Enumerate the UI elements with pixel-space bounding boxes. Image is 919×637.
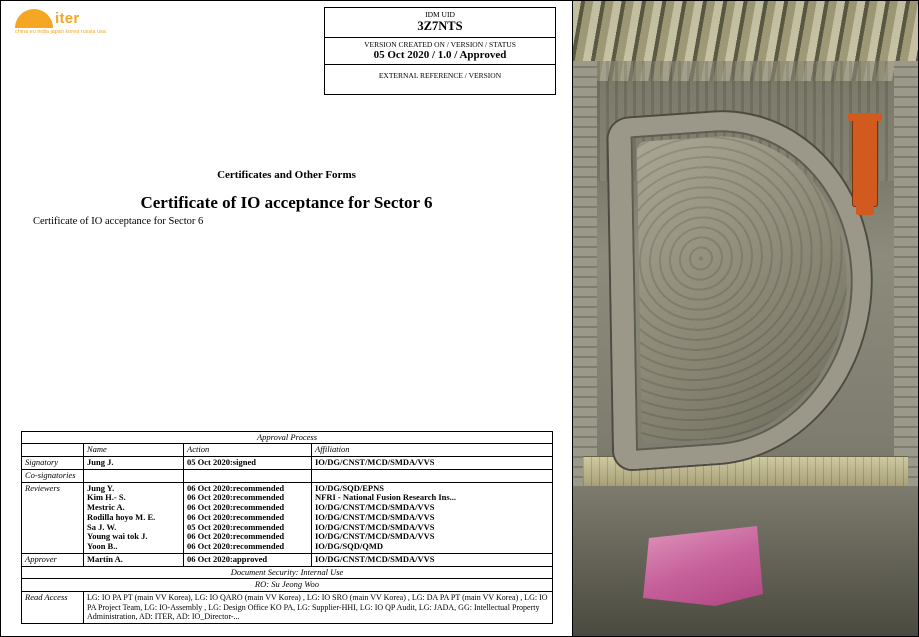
sun-icon bbox=[15, 9, 53, 28]
idm-uid-value: 3Z7NTS bbox=[325, 19, 555, 37]
doc-security: Document Security: Internal Use bbox=[22, 566, 553, 579]
reviewers-names: Jung Y. Kim H.- S. Mestric A. Rodilla ho… bbox=[84, 482, 184, 553]
approver-affil: IO/DG/CNST/MCD/SMDA/VVS bbox=[312, 553, 553, 566]
page-subtitle: Certificate of IO acceptance for Sector … bbox=[33, 216, 203, 227]
col-affiliation: Affiliation bbox=[312, 444, 553, 457]
reviewers-affils: IO/DG/SQD/EPNS NFRI - National Fusion Re… bbox=[312, 482, 553, 553]
pink-tarp bbox=[643, 526, 763, 606]
version-value: 05 Oct 2020 / 1.0 / Approved bbox=[325, 49, 555, 64]
approver-label: Approver bbox=[22, 553, 84, 566]
idm-uid-label: IDM UID bbox=[325, 8, 555, 19]
signatory-affil: IO/DG/CNST/MCD/SMDA/VVS bbox=[312, 457, 553, 470]
section-caption: Certificates and Other Forms bbox=[1, 169, 572, 181]
reviewers-block: Reviewers Jung Y. Kim H.- S. Mestric A. … bbox=[22, 482, 553, 553]
read-access-row: Read Access LG: IO PA PT (main VV Korea)… bbox=[22, 592, 553, 624]
approver-action: 06 Oct 2020:approved bbox=[184, 553, 312, 566]
reviewers-actions: 06 Oct 2020:recommended 06 Oct 2020:reco… bbox=[184, 482, 312, 553]
col-name: Name bbox=[84, 444, 184, 457]
cosignatories-row: Co-signatories bbox=[22, 469, 553, 482]
read-access-text: LG: IO PA PT (main VV Korea), LG: IO QAR… bbox=[84, 592, 553, 624]
logo-tagline: china eu india japan korea russia usa bbox=[15, 29, 106, 35]
ro-line: RO: Su Jeong Woo bbox=[22, 579, 553, 592]
signatory-label: Signatory bbox=[22, 457, 84, 470]
assembly-hall-photo bbox=[573, 1, 918, 636]
approval-caption: Approval Process bbox=[22, 431, 553, 444]
reviewer-affil: IO/DG/SQD/QMD bbox=[315, 542, 549, 552]
document-page: iter china eu india japan korea russia u… bbox=[0, 0, 919, 637]
approver-row: Approver Martin A. 06 Oct 2020:approved … bbox=[22, 553, 553, 566]
signatory-row: Signatory Jung J. 05 Oct 2020:signed IO/… bbox=[22, 457, 553, 470]
signatory-name: Jung J. bbox=[84, 457, 184, 470]
page-title: Certificate of IO acceptance for Sector … bbox=[1, 193, 572, 213]
reviewers-label: Reviewers bbox=[22, 482, 84, 553]
cosignatories-label: Co-signatories bbox=[22, 469, 84, 482]
version-label: VERSION CREATED ON / VERSION / STATUS bbox=[325, 38, 555, 49]
reviewer-action: 06 Oct 2020:recommended bbox=[187, 542, 308, 552]
reviewer-name: Yoon B.. bbox=[87, 542, 180, 552]
approval-table: Approval Process Name Action Affiliation… bbox=[21, 431, 553, 625]
approval-header-row: Name Action Affiliation bbox=[22, 444, 553, 457]
certificate-panel: iter china eu india japan korea russia u… bbox=[1, 1, 573, 636]
photo-panel bbox=[573, 1, 918, 636]
header-box: IDM UID 3Z7NTS VERSION CREATED ON / VERS… bbox=[324, 7, 556, 95]
col-action: Action bbox=[184, 444, 312, 457]
read-access-label: Read Access bbox=[22, 592, 84, 624]
approver-name: Martin A. bbox=[84, 553, 184, 566]
signatory-action: 05 Oct 2020:signed bbox=[184, 457, 312, 470]
iter-logo: iter china eu india japan korea russia u… bbox=[15, 9, 105, 49]
upending-tool bbox=[852, 119, 878, 207]
logo-word: iter bbox=[55, 10, 80, 27]
external-ref-label: EXTERNAL REFERENCE / VERSION bbox=[325, 65, 555, 94]
